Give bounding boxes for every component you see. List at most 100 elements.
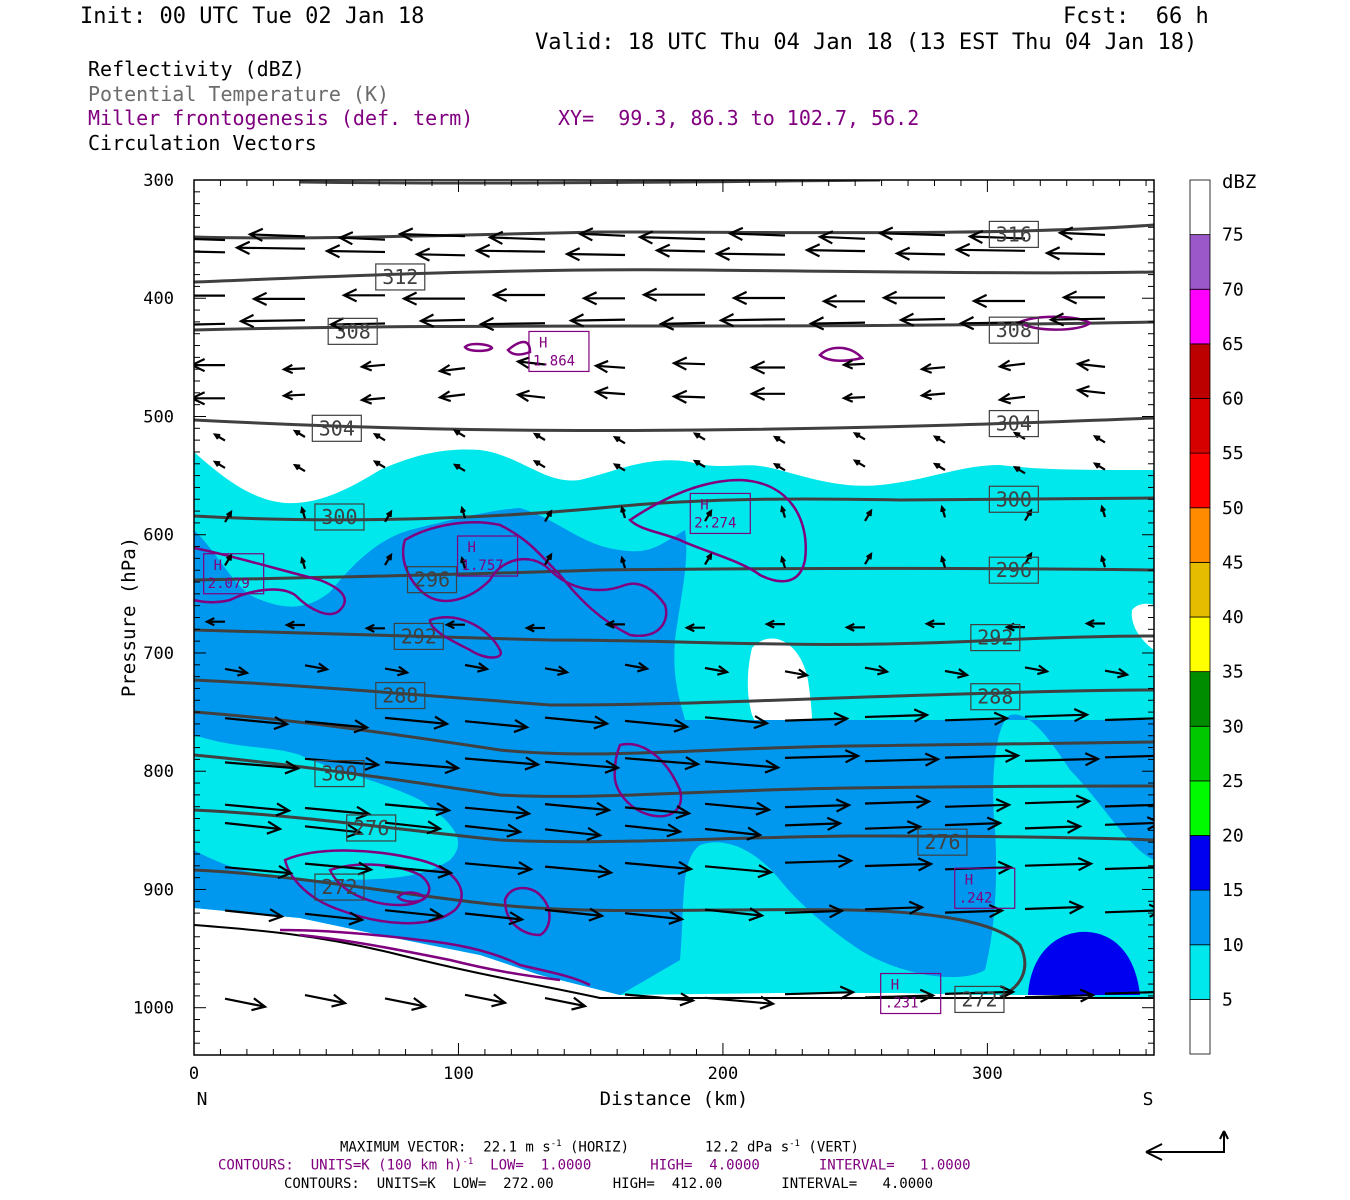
circulation-vector <box>304 662 330 674</box>
circulation-vector <box>1048 312 1106 327</box>
circulation-vector <box>1104 803 1154 808</box>
cross-section-coordinates: XY= 99.3, 86.3 to 102.7, 56.2 <box>558 106 920 130</box>
x-axis-right-end-label: S <box>1143 1089 1154 1110</box>
theta-label: 312 <box>375 263 426 291</box>
svg-text:H: H <box>700 497 708 513</box>
svg-text:296: 296 <box>996 558 1032 582</box>
circulation-vector <box>593 359 626 374</box>
circulation-vector <box>212 460 226 469</box>
theta-label: 300 <box>988 485 1039 513</box>
theta-contour-info: CONTOURS: UNITS=K LOW= 272.00 HIGH= 412.… <box>284 1176 934 1192</box>
circulation-vector <box>1075 358 1106 372</box>
circulation-vector <box>624 860 694 875</box>
circulation-vector <box>581 291 625 306</box>
circulation-vector <box>784 798 852 813</box>
colorbar-tick-label: 60 <box>1222 389 1244 410</box>
reflectivity-gap-right <box>1131 603 1154 650</box>
circulation-vector <box>487 230 546 245</box>
frontogenesis-maxima: H 1.864 H 2.274 H 1.757 H 2.079 H .242 H .231 <box>203 330 1016 1015</box>
reflectivity-15dbz-region <box>1028 931 1140 995</box>
x-axis: 0 100 200 300 <box>189 180 1147 1084</box>
svg-text:.242: .242 <box>959 890 993 906</box>
circulation-vector <box>704 826 763 841</box>
colorbar-swatch <box>1189 179 1211 236</box>
circulation-vector <box>444 620 465 630</box>
circulation-vector <box>821 294 865 309</box>
theta-label: 272 <box>954 985 1005 1014</box>
circulation-vector <box>772 462 786 472</box>
circulation-vector <box>749 386 785 401</box>
circulation-vector <box>1061 290 1105 305</box>
circulation-vector <box>1024 752 1101 767</box>
circulation-vector <box>544 552 553 566</box>
circulation-vector <box>704 907 765 922</box>
circulation-vector <box>924 619 945 629</box>
field-label-potential-temperature: Potential Temperature (K) <box>88 82 390 106</box>
circulation-vector <box>464 756 541 771</box>
svg-text:300: 300 <box>321 505 357 529</box>
circulation-vector <box>944 798 1012 813</box>
circulation-vector <box>194 358 225 373</box>
circulation-vector <box>704 715 770 730</box>
circulation-vector <box>384 864 454 879</box>
circulation-vector <box>1104 754 1154 759</box>
circulation-vector <box>414 247 466 262</box>
colorbar-tick-label: 30 <box>1222 716 1244 737</box>
colorbar-swatch <box>1189 288 1211 345</box>
circulation-vector <box>624 661 650 673</box>
circulation-vector <box>864 988 936 1003</box>
svg-text:316: 316 <box>996 222 1032 246</box>
circulation-vector <box>841 392 866 403</box>
circulation-vector <box>808 316 866 331</box>
colorbar-swatch <box>1189 725 1211 782</box>
circulation-vector <box>292 463 306 473</box>
theta-label: 288 <box>375 681 426 710</box>
circulation-vector <box>1057 226 1106 241</box>
circulation-vector <box>817 230 866 245</box>
circulation-vector <box>384 820 443 835</box>
circulation-vector <box>1104 816 1154 831</box>
x-axis-left-end-label: N <box>197 1089 208 1110</box>
circulation-vector <box>304 993 348 1008</box>
circulation-vector <box>864 900 925 915</box>
circulation-vector <box>304 756 381 771</box>
svg-text:276: 276 <box>353 816 389 840</box>
theta-contour-labels: 316 312 308 308 304 304 300 300 296 296 292 292 288 2… <box>311 220 1039 1014</box>
circulation-vector <box>384 509 393 523</box>
circulation-vector <box>654 243 706 258</box>
colorbar-tick-label: 70 <box>1222 279 1244 300</box>
circulation-vector <box>247 227 306 242</box>
svg-text:H: H <box>468 540 476 556</box>
circulation-vector <box>772 435 786 444</box>
y-tick-label: 900 <box>143 880 174 900</box>
circulation-vector <box>944 711 1010 726</box>
circulation-vector <box>194 237 226 242</box>
circulation-vector <box>464 662 490 673</box>
circulation-vector <box>281 363 306 375</box>
circulation-vector <box>464 911 525 926</box>
x-tick-label: 100 <box>443 1064 474 1084</box>
circulation-vector <box>460 555 467 569</box>
potential-temperature-contours <box>194 180 1154 999</box>
colorbar-tick-label: 50 <box>1222 498 1244 519</box>
circulation-vector <box>658 316 706 331</box>
circulation-vector <box>944 816 1003 831</box>
circulation-vector <box>437 364 466 376</box>
circulation-vector <box>1084 618 1105 629</box>
theta-label: 304 <box>311 414 362 442</box>
circulation-vector <box>364 623 385 633</box>
circulation-vector <box>1104 712 1154 722</box>
circulation-vector <box>881 290 945 305</box>
circulation-vector <box>544 826 603 842</box>
circulation-vector <box>784 853 854 869</box>
circulation-vector <box>544 996 588 1011</box>
field-label-circulation-vectors: Circulation Vectors <box>88 131 317 155</box>
circulation-vector <box>532 459 546 469</box>
frontogenesis-max-label: H 1.864 <box>528 330 590 373</box>
circulation-vector <box>224 802 292 817</box>
svg-text:308: 308 <box>335 319 371 343</box>
circulation-vector <box>692 459 706 468</box>
svg-text:296: 296 <box>414 568 450 592</box>
frontogenesis-max-label: H 2.079 <box>203 553 265 595</box>
colorbar-swatch <box>1189 671 1211 727</box>
